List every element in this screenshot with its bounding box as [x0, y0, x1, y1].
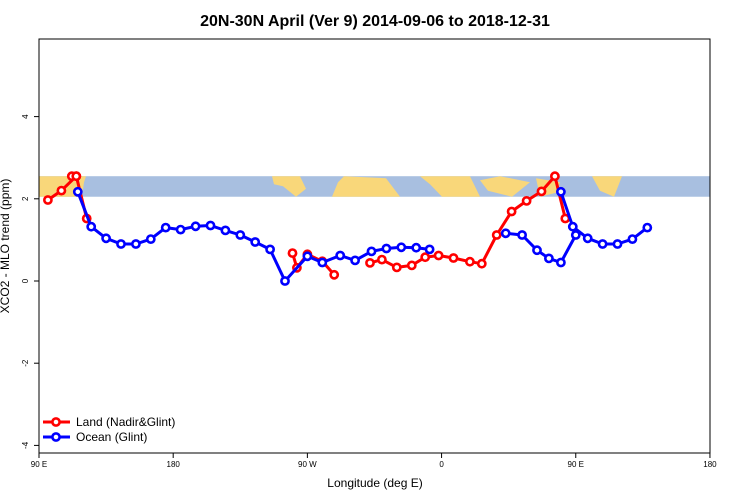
- data-point: [532, 245, 542, 256]
- y-tick-label: 2: [21, 196, 30, 201]
- data-point: [116, 239, 126, 249]
- data-point: [612, 239, 623, 249]
- x-tick-label: 0: [439, 460, 444, 469]
- data-point: [556, 257, 566, 268]
- x-tick-label: 180: [703, 460, 717, 469]
- data-point: [567, 221, 578, 232]
- y-tick-label: 0: [21, 278, 30, 283]
- data-point: [642, 222, 653, 233]
- map-band: [39, 176, 710, 197]
- data-point: [491, 230, 502, 240]
- y-axis-label: XCO2 - MLO trend (ppm): [0, 179, 12, 314]
- data-point: [101, 233, 111, 244]
- data-point: [396, 242, 407, 253]
- data-point: [500, 228, 511, 239]
- data-point: [280, 276, 290, 286]
- data-point: [464, 256, 475, 267]
- data-point: [476, 258, 487, 269]
- data-point: [556, 186, 566, 197]
- data-point: [235, 230, 246, 240]
- data-point: [350, 255, 360, 266]
- data-point: [366, 246, 377, 257]
- x-tick-label: 90 E: [31, 460, 47, 469]
- data-point: [329, 269, 340, 280]
- legend-item-ocean: Ocean (Glint): [43, 430, 147, 444]
- map-land: [272, 176, 306, 197]
- data-point: [205, 220, 216, 231]
- data-point: [536, 186, 547, 197]
- data-point: [376, 254, 387, 265]
- data-point: [335, 250, 346, 261]
- data-point: [317, 257, 328, 268]
- data-point: [160, 222, 171, 233]
- map-land: [592, 176, 622, 197]
- data-point: [582, 233, 593, 244]
- x-axis-label: Longitude (deg E): [327, 476, 422, 490]
- data-point: [265, 244, 275, 255]
- series-ocean: [72, 186, 653, 286]
- data-point: [406, 260, 417, 271]
- y-tick-label: -4: [21, 441, 30, 449]
- legend-item-land: Land (Nadir&Glint): [43, 415, 175, 429]
- series-line: [76, 191, 430, 283]
- legend: Land (Nadir&Glint) Ocean (Glint): [43, 415, 175, 444]
- plot-frame: [38, 38, 711, 454]
- data-point: [175, 224, 186, 235]
- data-point: [597, 239, 608, 249]
- data-point: [43, 195, 53, 205]
- data-point: [433, 250, 444, 261]
- data-point: [517, 230, 527, 240]
- data-point: [521, 195, 532, 206]
- data-point: [56, 185, 67, 196]
- data-point: [550, 171, 560, 182]
- data-point: [420, 252, 431, 263]
- data-point: [190, 221, 201, 232]
- series-layer: [43, 171, 653, 286]
- data-point: [411, 242, 422, 253]
- data-point: [544, 253, 554, 264]
- data-point: [250, 237, 261, 247]
- data-point: [130, 239, 141, 249]
- data-point: [506, 206, 517, 217]
- map-land: [480, 176, 530, 197]
- map-land: [420, 176, 480, 197]
- data-point: [86, 221, 97, 232]
- data-point: [72, 186, 83, 197]
- data-point: [220, 225, 231, 236]
- y-axis: -4 -2 0 2 4: [21, 114, 39, 449]
- data-point: [145, 234, 156, 244]
- x-tick-label: 90 E: [568, 460, 584, 469]
- data-point: [381, 243, 392, 254]
- data-point: [365, 257, 375, 268]
- y-tick-label: 4: [21, 114, 30, 119]
- data-point: [448, 253, 459, 263]
- legend-label-ocean: Ocean (Glint): [76, 430, 147, 444]
- x-tick-label: 90 W: [298, 460, 317, 469]
- y-tick-label: -2: [21, 359, 30, 367]
- data-point: [391, 262, 402, 273]
- data-point: [570, 230, 581, 240]
- legend-label-land: Land (Nadir&Glint): [76, 415, 175, 429]
- data-point: [424, 244, 435, 255]
- data-point: [71, 171, 82, 182]
- chart-title: 20N-30N April (Ver 9) 2014-09-06 to 2018…: [200, 13, 550, 30]
- data-point: [627, 234, 638, 244]
- map-land: [332, 176, 400, 197]
- data-point: [287, 248, 298, 258]
- x-tick-label: 180: [167, 460, 181, 469]
- data-point: [302, 251, 313, 262]
- x-axis: 90 E 180 90 W 0 90 E 180: [31, 453, 717, 469]
